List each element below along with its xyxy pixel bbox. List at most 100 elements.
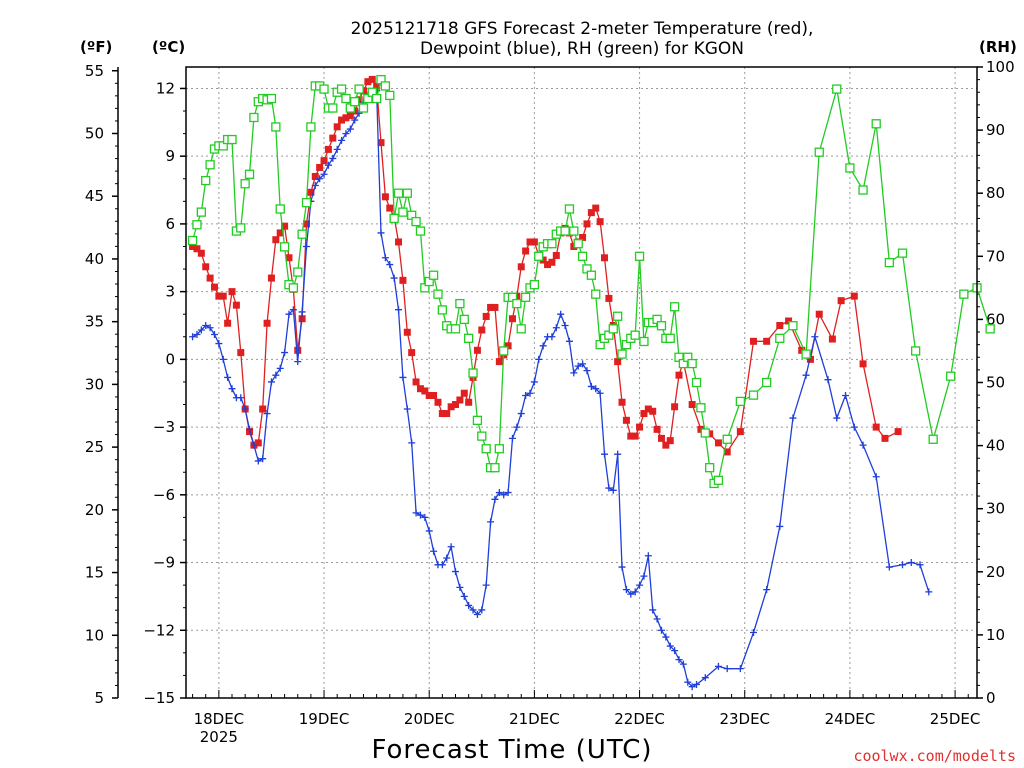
credit-text: coolwx.com/modelts: [853, 747, 1016, 765]
2-meter-temperature-point: [338, 116, 346, 124]
dewpoint-point: [504, 489, 512, 497]
dewpoint-point: [579, 360, 587, 368]
degf-tick-label: 10: [85, 626, 104, 644]
2-meter-temperature-point: [425, 391, 433, 399]
rh-point: [468, 368, 478, 378]
dewpoint-point: [688, 683, 696, 691]
rh-point: [393, 188, 404, 198]
dewpoint-point: [679, 660, 687, 668]
2-meter-temperature-point: [386, 204, 394, 212]
2-meter-temperature-point: [202, 263, 210, 271]
2-meter-temperature-point: [395, 238, 403, 246]
chart-title-line-1: 2025121718 GFS Forecast 2-meter Temperat…: [351, 19, 814, 39]
2-meter-temperature-point: [631, 432, 639, 440]
dewpoint-point: [500, 491, 508, 499]
2-meter-temperature-point: [259, 405, 267, 413]
dewpoint-point: [241, 405, 249, 413]
dewpoint-point: [228, 385, 236, 393]
degf-tick-label: 30: [85, 375, 104, 393]
x-tick-label: 18DEC: [194, 710, 245, 728]
2-meter-temperature-point: [587, 209, 595, 217]
rh-point: [687, 358, 697, 369]
rh-point: [577, 251, 588, 261]
dewpoint-point: [197, 326, 205, 334]
dewpoint-point: [395, 306, 403, 314]
degf-tick-label: 20: [85, 501, 104, 519]
dewpoint-point: [539, 342, 547, 350]
rh-tick-label: 50: [986, 374, 1005, 392]
rh-point: [814, 147, 824, 157]
dewpoint-point: [465, 601, 473, 609]
rh-point: [490, 463, 500, 473]
dewpoint-point: [460, 592, 468, 600]
rh-point: [481, 444, 491, 454]
dewpoint-point: [303, 242, 311, 250]
rh-tick-label: 0: [986, 689, 996, 707]
dewpoint-point: [346, 125, 354, 133]
2-meter-temperature-point: [416, 385, 424, 393]
rh-point: [398, 207, 408, 217]
rh-point: [564, 204, 575, 214]
dewpoint-point: [320, 170, 328, 178]
dewpoint-point: [548, 333, 556, 341]
dewpoint-point: [885, 563, 893, 571]
degf-tick-label: 55: [85, 62, 104, 80]
rh-point: [634, 251, 645, 261]
dewpoint-point: [246, 425, 254, 433]
rh-point: [354, 84, 364, 94]
dewpoint-point: [491, 495, 499, 503]
rh-point: [464, 333, 474, 343]
dewpoint-point: [473, 610, 481, 618]
2-meter-temperature-point: [601, 254, 609, 262]
rh-point: [884, 257, 895, 268]
x-tick-label: 22DEC: [614, 710, 665, 728]
dewpoint-point: [592, 385, 600, 393]
dewpoint-point: [627, 590, 635, 598]
2-meter-temperature-point: [210, 283, 218, 291]
dewpoint-point: [640, 572, 648, 580]
dewpoint-point: [859, 441, 867, 449]
rh-point: [910, 346, 921, 356]
2-meter-temperature-point: [837, 297, 845, 305]
rh-tick-label: 80: [986, 184, 1005, 202]
dewpoint-point: [412, 509, 420, 517]
2-meter-temperature-point: [465, 398, 473, 406]
rh-point: [266, 93, 277, 104]
2-meter-temperature-point: [666, 437, 674, 445]
rh-tick-label: 70: [986, 247, 1005, 265]
rh-point: [586, 270, 597, 280]
rh-point: [748, 390, 759, 400]
dewpoint-point: [535, 355, 543, 363]
rh-point: [358, 103, 369, 113]
rh-point: [669, 302, 680, 312]
rh-point: [499, 346, 509, 356]
2-meter-temperature-point: [412, 378, 420, 386]
rh-point: [341, 93, 351, 104]
rh-point: [775, 333, 785, 343]
x-tick-label: 19DEC: [299, 710, 350, 728]
degf-tick-label: 45: [85, 187, 104, 205]
dewpoint-point: [421, 513, 429, 521]
dewpoint-point: [513, 423, 521, 431]
rh-point: [788, 321, 798, 331]
dewpoint-point: [916, 561, 924, 569]
dewpoint-point: [622, 586, 630, 594]
rh-point: [762, 377, 772, 388]
dewpoint-point: [684, 678, 692, 686]
dewpoint-point: [447, 543, 455, 551]
dewpoint-point: [487, 518, 495, 526]
dewpoint-point: [631, 588, 639, 596]
2-meter-temperature-point: [434, 398, 442, 406]
dewpoint-point: [329, 154, 337, 162]
dewpoint-point: [530, 378, 538, 386]
2-meter-temperature-point: [583, 220, 591, 228]
dewpoint-point: [452, 568, 460, 576]
dewpoint-point: [552, 324, 560, 332]
rh-point: [275, 204, 285, 214]
dewpoint-point: [386, 261, 394, 269]
rh-point: [201, 175, 211, 186]
dewpoint-point: [408, 439, 416, 447]
dewpoint-point: [250, 441, 258, 449]
rh-point: [985, 324, 995, 334]
rh-point: [928, 434, 938, 444]
